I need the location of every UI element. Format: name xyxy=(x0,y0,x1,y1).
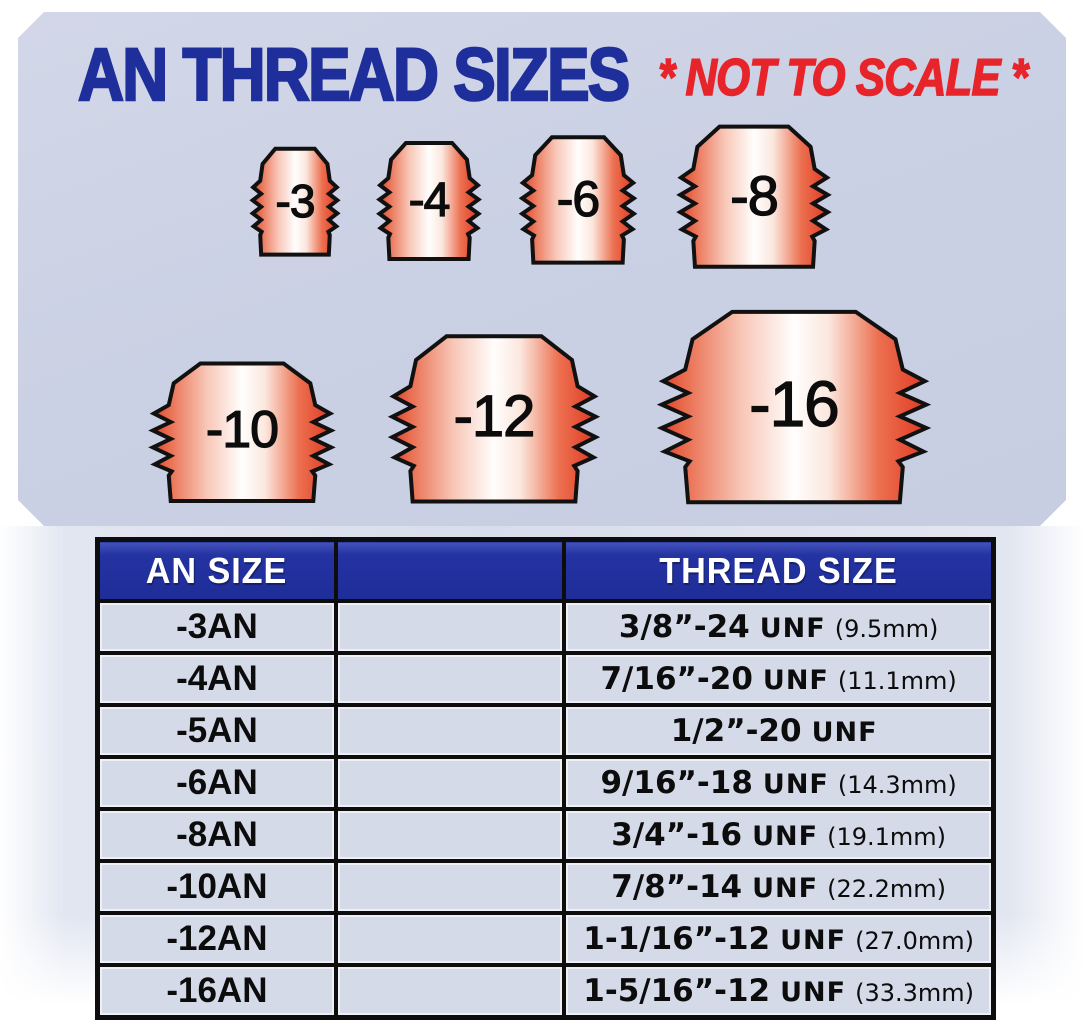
col-header-thread-size: THREAD SIZE xyxy=(562,537,996,603)
thread-mm: (11.1mm) xyxy=(837,667,957,695)
table-row: -4AN 7/16”-20 UNF (11.1mm) xyxy=(95,651,996,707)
diagram-panel: AN THREAD SIZES * NOT TO SCALE * -3 -4 xyxy=(18,12,1066,526)
thread-standard: UNF xyxy=(811,717,878,748)
thread-size-cell: 7/16”-20 UNF (11.1mm) xyxy=(562,651,996,707)
thread-standard: UNF xyxy=(780,925,847,956)
table-row: -16AN 1-5/16”-12 UNF (33.3mm) xyxy=(95,963,996,1020)
thread-size-cell: 9/16”-18 UNF (14.3mm) xyxy=(562,755,996,811)
fitting-10: -10 xyxy=(143,360,341,508)
spacer-cell xyxy=(333,807,567,863)
spacer-cell xyxy=(333,859,567,915)
thread-size-cell: 1/2”-20 UNF xyxy=(562,703,996,759)
fitting-label: -12 xyxy=(453,383,535,449)
table-row: -5AN 1/2”-20 UNF xyxy=(95,703,996,759)
fitting-shape-icon xyxy=(647,307,941,512)
thread-size-cell: 7/8”-14 UNF (22.2mm) xyxy=(562,859,996,915)
col-header-middle xyxy=(333,537,567,603)
table-row: -8AN 3/4”-16 UNF (19.1mm) xyxy=(95,807,996,863)
spacer-cell xyxy=(333,911,567,967)
fitting-6: -6 xyxy=(516,134,640,269)
an-thread-table: AN SIZE THREAD SIZE -3AN 3/8”-24 UNF (9.5m… xyxy=(95,537,996,1020)
an-size-cell: -3AN xyxy=(95,599,338,655)
thread-size-cell: 1-1/16”-12 UNF (27.0mm) xyxy=(562,911,996,967)
thread-standard: UNF xyxy=(780,977,847,1008)
col-header-an-size: AN SIZE xyxy=(95,537,338,603)
table-row: -12AN 1-1/16”-12 UNF (27.0mm) xyxy=(95,911,996,967)
thread-standard: UNF xyxy=(759,613,826,644)
fitting-3: -3 xyxy=(248,146,342,260)
fitting-label: -10 xyxy=(205,401,279,460)
table-row: -3AN 3/8”-24 UNF (9.5mm) xyxy=(95,599,996,655)
thread-spec: 1-5/16”-12 xyxy=(583,973,771,1009)
table-row: -6AN 9/16”-18 UNF (14.3mm) xyxy=(95,755,996,811)
thread-mm: (33.3mm) xyxy=(855,979,975,1007)
thread-spec: 1-1/16”-12 xyxy=(583,921,771,957)
title-bar: AN THREAD SIZES * NOT TO SCALE * xyxy=(18,12,1066,112)
thread-spec: 9/16”-18 xyxy=(600,765,753,801)
thread-spec: 3/8”-24 xyxy=(618,609,750,645)
spacer-cell xyxy=(333,963,567,1020)
an-size-cell: -8AN xyxy=(95,807,338,863)
fitting-shape-icon xyxy=(143,360,341,508)
thread-spec: 7/16”-20 xyxy=(600,661,753,697)
an-size-cell: -12AN xyxy=(95,911,338,967)
an-size-cell: -4AN xyxy=(95,651,338,707)
fitting-shape-icon xyxy=(381,332,607,510)
fitting-shape-icon xyxy=(516,134,640,269)
thread-spec: 1/2”-20 xyxy=(670,713,802,749)
fitting-label: -8 xyxy=(730,163,778,227)
table-row: -10AN 7/8”-14 UNF (22.2mm) xyxy=(95,859,996,915)
thread-size-cell: 1-5/16”-12 UNF (33.3mm) xyxy=(562,963,996,1020)
spacer-cell xyxy=(333,703,567,759)
fitting-shape-icon xyxy=(672,123,836,274)
thread-spec: 3/4”-16 xyxy=(611,817,743,853)
thread-mm: (14.3mm) xyxy=(837,771,957,799)
fitting-row-small: -3 -4 -6 -8 xyxy=(18,114,1066,274)
an-size-cell: -5AN xyxy=(95,703,338,759)
thread-mm: (19.1mm) xyxy=(827,823,947,851)
fitting-label: -6 xyxy=(556,171,600,228)
thread-mm: (27.0mm) xyxy=(855,927,975,955)
spacer-cell xyxy=(333,651,567,707)
fitting-12: -12 xyxy=(381,332,607,510)
table-header-row: AN SIZE THREAD SIZE xyxy=(95,537,996,603)
thread-standard: UNF xyxy=(762,665,829,696)
fitting-label: -3 xyxy=(275,175,315,228)
page-title: AN THREAD SIZES xyxy=(78,33,629,116)
not-to-scale-note: * NOT TO SCALE * xyxy=(658,49,1028,107)
fitting-16: -16 xyxy=(647,307,941,512)
thread-size-cell: 3/4”-16 UNF (19.1mm) xyxy=(562,807,996,863)
thread-size-cell: 3/8”-24 UNF (9.5mm) xyxy=(562,599,996,655)
fitting-label: -16 xyxy=(749,367,839,440)
thread-standard: UNF xyxy=(762,769,829,800)
fitting-shape-icon xyxy=(248,146,342,260)
thread-mm: (22.2mm) xyxy=(827,875,947,903)
spacer-cell xyxy=(333,599,567,655)
fitting-label: -4 xyxy=(408,173,450,227)
thread-spec: 7/8”-14 xyxy=(611,869,743,905)
fitting-row-large: -10 -12 -16 xyxy=(18,302,1066,512)
col-header-thread-size-label: THREAD SIZE xyxy=(659,549,898,591)
an-size-cell: -16AN xyxy=(95,963,338,1020)
table-section: AN SIZE THREAD SIZE -3AN 3/8”-24 UNF (9.5m… xyxy=(0,526,1084,1024)
thread-mm: (9.5mm) xyxy=(834,615,939,643)
fitting-shape-icon xyxy=(374,140,484,265)
an-size-cell: -10AN xyxy=(95,859,338,915)
spacer-cell xyxy=(333,755,567,811)
an-size-cell: -6AN xyxy=(95,755,338,811)
fitting-4: -4 xyxy=(374,140,484,265)
thread-standard: UNF xyxy=(752,873,819,904)
thread-standard: UNF xyxy=(752,821,819,852)
fitting-8: -8 xyxy=(672,123,836,274)
col-header-an-size-label: AN SIZE xyxy=(146,549,288,591)
